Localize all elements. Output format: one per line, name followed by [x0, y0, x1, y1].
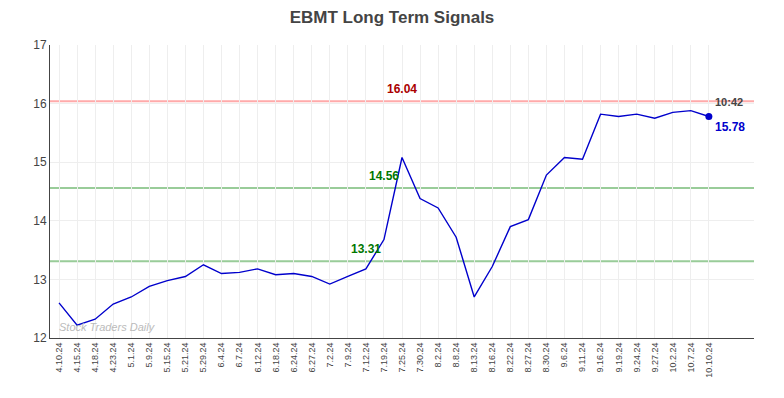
svg-text:5.9.24: 5.9.24: [144, 343, 154, 368]
svg-text:16: 16: [33, 97, 47, 111]
svg-text:7.2.24: 7.2.24: [325, 343, 335, 368]
svg-text:6.7.24: 6.7.24: [234, 343, 244, 368]
svg-text:9.27.24: 9.27.24: [650, 343, 660, 373]
svg-text:5.15.24: 5.15.24: [162, 343, 172, 373]
svg-text:9.19.24: 9.19.24: [614, 343, 624, 373]
svg-text:10:42: 10:42: [715, 96, 743, 108]
svg-text:7.25.24: 7.25.24: [397, 343, 407, 373]
svg-text:4.10.24: 4.10.24: [54, 343, 64, 373]
svg-text:6.24.24: 6.24.24: [289, 343, 299, 373]
svg-text:9.11.24: 9.11.24: [577, 343, 587, 372]
svg-text:8.13.24: 8.13.24: [469, 343, 479, 373]
svg-text:6.12.24: 6.12.24: [253, 343, 263, 373]
svg-text:10.7.24: 10.7.24: [686, 343, 696, 373]
svg-text:6.18.24: 6.18.24: [271, 343, 281, 373]
svg-text:15.78: 15.78: [715, 120, 745, 134]
svg-text:5.1.24: 5.1.24: [126, 343, 136, 368]
svg-text:16.04: 16.04: [387, 82, 417, 96]
svg-text:7.12.24: 7.12.24: [361, 343, 371, 373]
svg-text:8.30.24: 8.30.24: [541, 343, 551, 373]
svg-text:6.27.24: 6.27.24: [307, 343, 317, 373]
svg-text:13: 13: [33, 273, 47, 287]
svg-text:14: 14: [33, 214, 47, 228]
svg-text:9.6.24: 9.6.24: [559, 343, 569, 368]
svg-text:8.2.24: 8.2.24: [433, 343, 443, 368]
svg-text:9.24.24: 9.24.24: [632, 343, 642, 373]
svg-text:7.9.24: 7.9.24: [343, 343, 353, 368]
svg-text:EBMT Long Term Signals: EBMT Long Term Signals: [290, 8, 495, 27]
svg-text:Stock Traders Daily: Stock Traders Daily: [59, 321, 156, 333]
svg-text:15: 15: [33, 155, 47, 169]
svg-text:8.8.24: 8.8.24: [451, 343, 461, 368]
svg-text:6.4.24: 6.4.24: [216, 343, 226, 368]
svg-text:17: 17: [33, 38, 47, 52]
svg-text:10.2.24: 10.2.24: [668, 343, 678, 373]
svg-text:9.16.24: 9.16.24: [595, 343, 605, 373]
svg-text:8.16.24: 8.16.24: [487, 343, 497, 373]
svg-text:7.19.24: 7.19.24: [379, 343, 389, 373]
svg-text:10.10.24: 10.10.24: [704, 343, 714, 378]
svg-text:4.23.24: 4.23.24: [108, 343, 118, 373]
svg-text:12: 12: [33, 331, 47, 345]
svg-text:7.30.24: 7.30.24: [415, 343, 425, 373]
svg-text:13.31: 13.31: [351, 242, 381, 256]
svg-text:14.56: 14.56: [369, 169, 399, 183]
svg-text:8.22.24: 8.22.24: [505, 343, 515, 373]
svg-text:4.15.24: 4.15.24: [72, 343, 82, 373]
svg-text:8.27.24: 8.27.24: [523, 343, 533, 373]
svg-text:5.21.24: 5.21.24: [180, 343, 190, 373]
svg-text:5.29.24: 5.29.24: [198, 343, 208, 373]
svg-text:4.18.24: 4.18.24: [90, 343, 100, 373]
